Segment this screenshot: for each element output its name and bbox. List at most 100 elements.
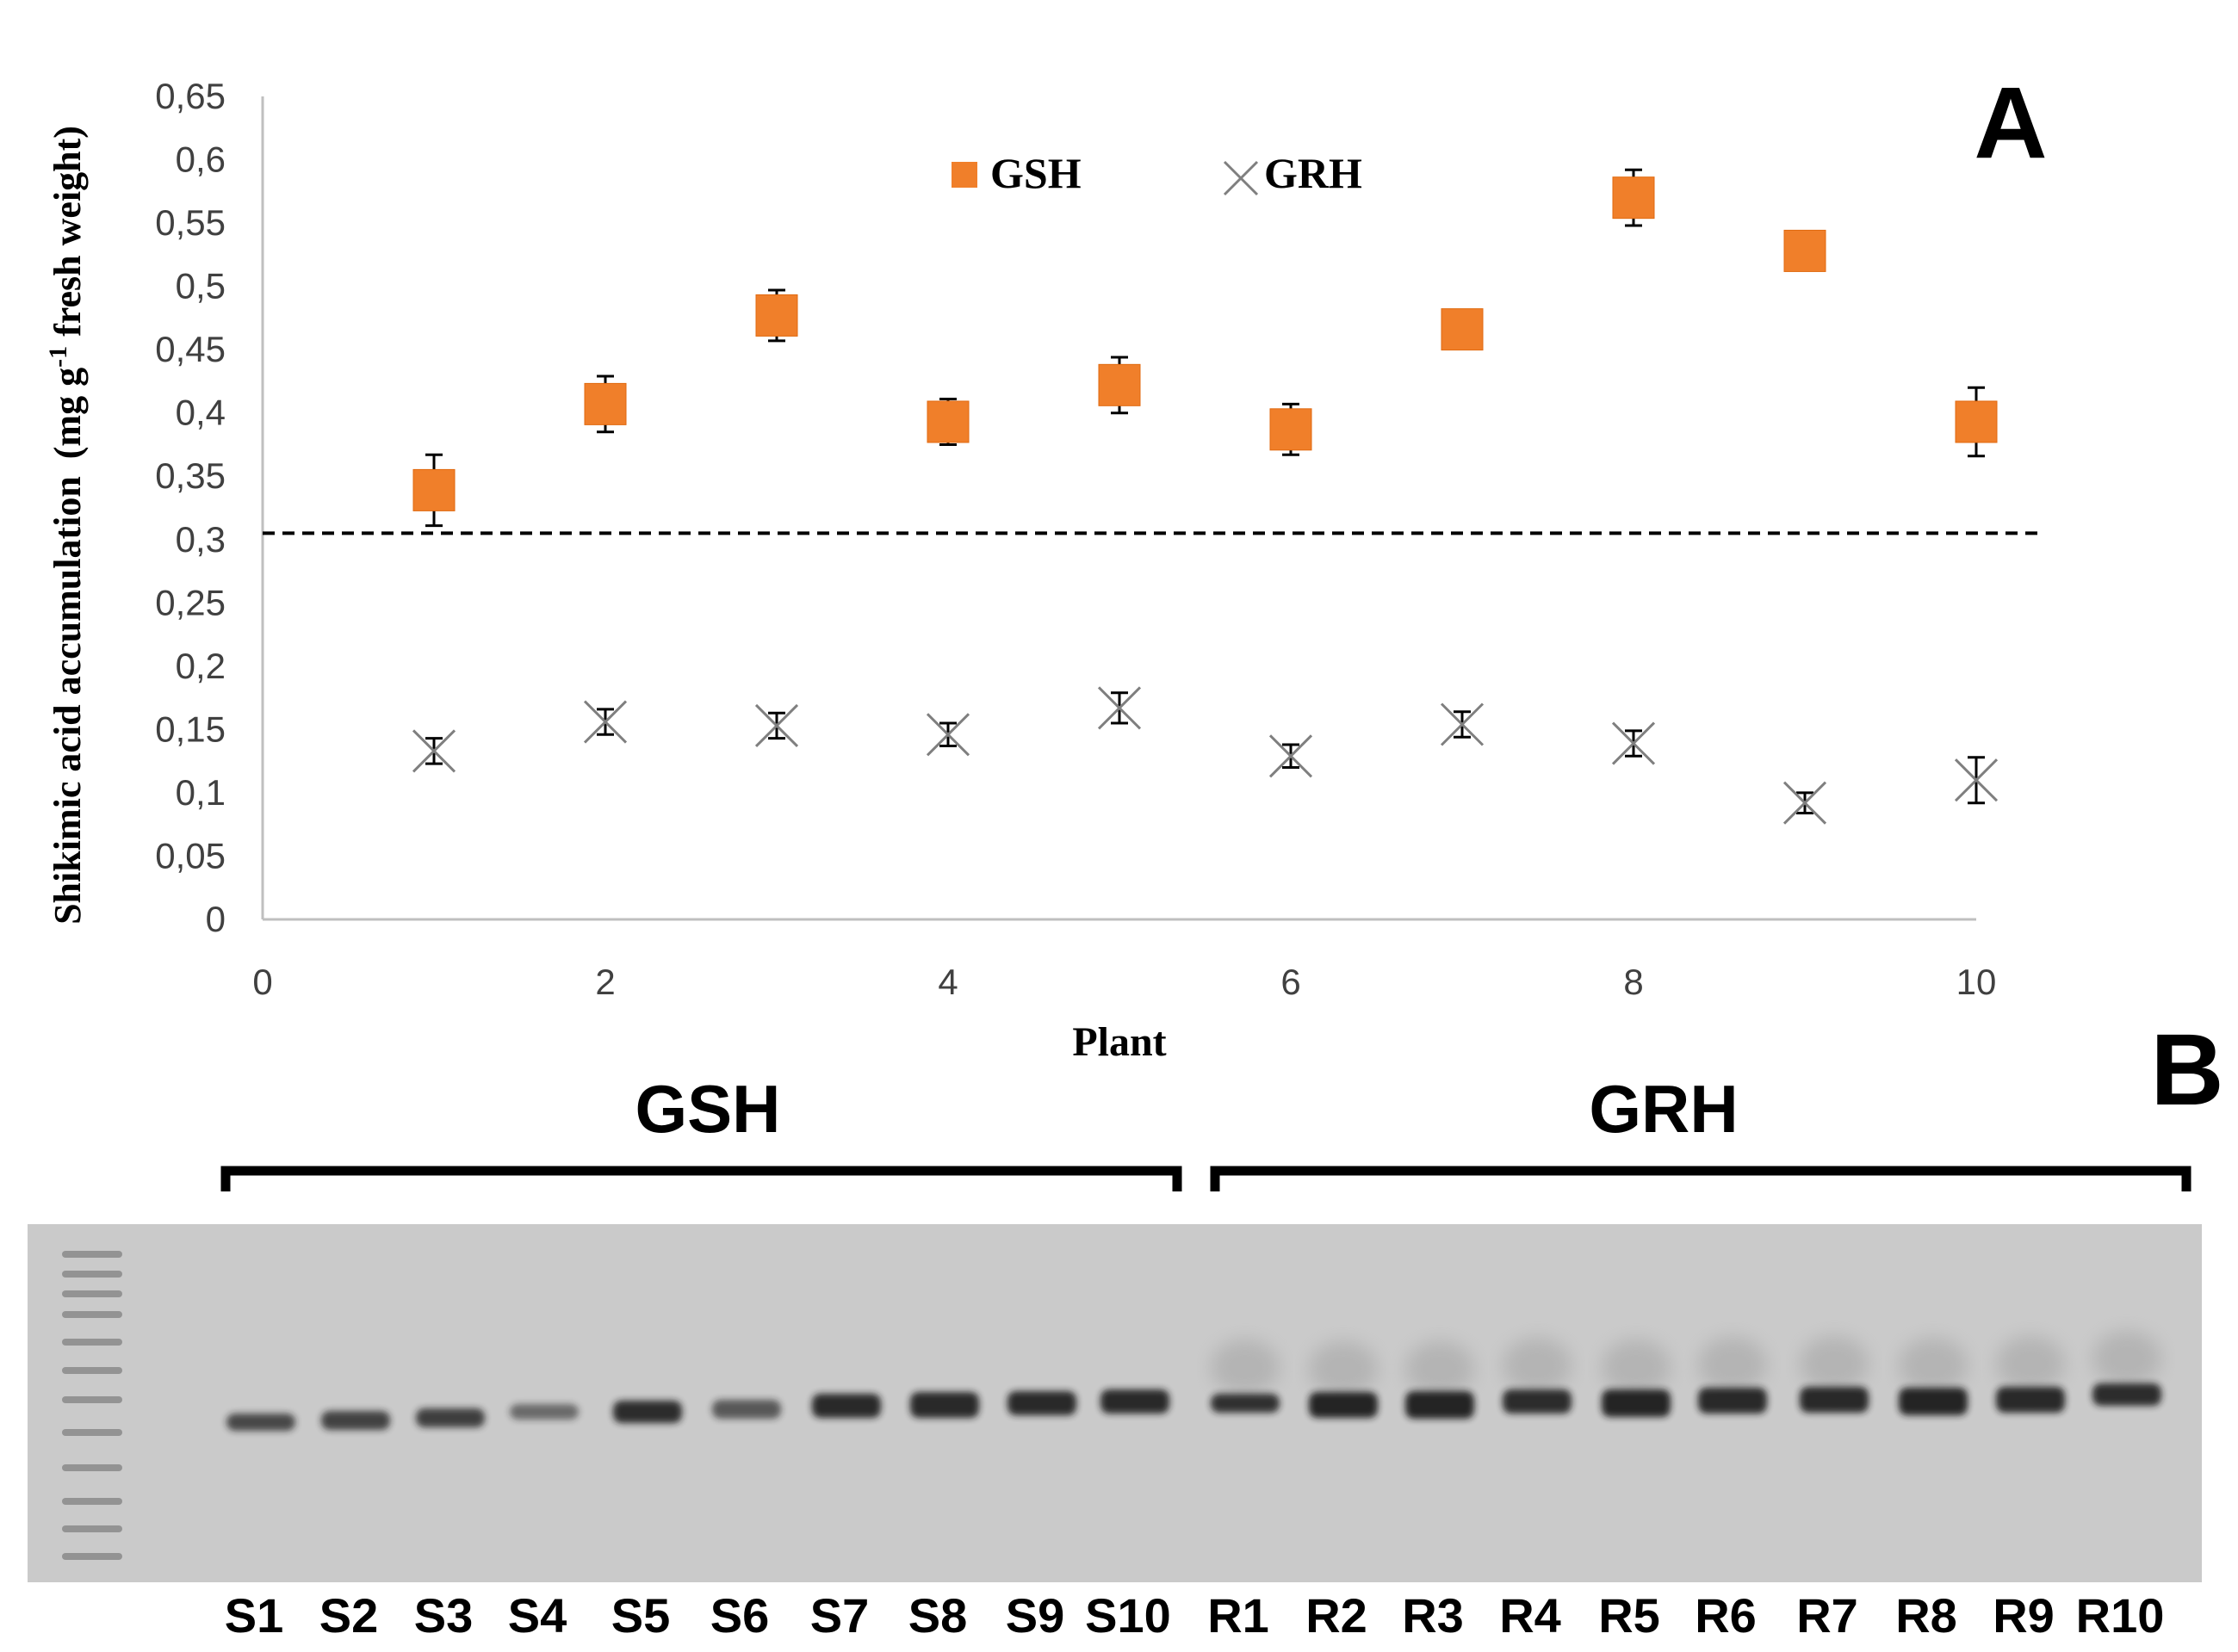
grh-point [1611,721,1656,765]
y-axis-title-units: (mg g [46,368,89,459]
ladder-band [62,1464,122,1471]
gel-lane [226,1414,295,1431]
gel-band [1996,1387,2065,1413]
gel-lane [613,1401,682,1423]
y-axis-title: Shikimic acid accumulation (mg g-1 fresh … [44,126,89,925]
gsh-marker [1783,229,1826,272]
grh-point [1268,734,1313,778]
grh-marker-stroke [583,700,628,744]
grh-marker-stroke [1097,686,1142,730]
gel-smear [1602,1340,1671,1395]
ladder-band [62,1339,122,1346]
gel-lane [1503,1338,1572,1414]
y-tick-label: 0 [206,899,226,939]
lane-label: R3 [1402,1588,1464,1643]
ladder-band [62,1311,122,1318]
gel-lane [910,1392,979,1418]
gel-lane [510,1404,579,1420]
gel-band [613,1401,682,1423]
gsh-point [1441,308,1484,351]
ladder-band [62,1271,122,1278]
grh-point [1097,686,1142,730]
gel-lane [2092,1331,2161,1406]
x-tick-label: 4 [938,962,958,1002]
gsh-point [412,453,456,528]
ladder-band [62,1396,122,1403]
y-axis-title-exp: -1 [44,346,72,368]
y-tick-label: 0,1 [176,772,226,813]
grh-marker-stroke [1954,758,1999,802]
lane-label: R8 [1895,1588,1957,1643]
gel-lane [416,1408,485,1427]
gel-lane [1899,1338,1968,1415]
gsh-marker [927,400,970,443]
lane-label: S1 [225,1588,284,1643]
gsh-point [1783,229,1826,272]
grh-marker-stroke [1268,734,1313,778]
gsh-marker [1955,400,1998,443]
gel-band [910,1392,979,1418]
panel-b-letter: B [2150,1013,2223,1127]
ladder-band [62,1290,122,1297]
gsh-point [1098,356,1141,415]
x-tick-label: 0 [252,962,272,1002]
gel-lane [321,1411,390,1430]
gel-band [1405,1391,1474,1419]
grh-marker-stroke [754,703,799,748]
legend-marker-grh [1223,160,1259,196]
gel-band [226,1414,295,1431]
gsh-marker [755,294,798,337]
grh-series [412,686,1999,825]
y-tick-label: 0,25 [155,582,226,622]
gel-smear [1899,1338,1968,1393]
gel-band [1309,1392,1378,1418]
gsh-marker [1441,308,1484,351]
y-tick-label: 0,05 [155,835,226,875]
ladder-band [62,1429,122,1436]
gel-smear [1211,1340,1280,1395]
panel-a-letter: A [1974,66,2047,180]
gel-band [1899,1388,1968,1415]
gel-band [416,1408,485,1427]
y-tick-label: 0,3 [176,519,226,560]
panel-a-chart: A Shikimic acid accumulation (mg g-1 fres… [44,66,2048,1065]
bracket-grh [1210,1166,2192,1191]
legend-label-grh: GRH [1264,149,1362,197]
gel-lane [1007,1391,1076,1415]
gel-band [510,1404,579,1420]
gel-smear [1309,1341,1378,1396]
gel-smear [1996,1336,2065,1391]
gsh-point [584,374,627,434]
grh-point [754,703,799,748]
legend: GSH GRH [952,149,1362,197]
grh-point [412,729,456,773]
lane-label: R1 [1207,1588,1269,1643]
lane-label: R4 [1499,1588,1561,1643]
grh-point [926,713,970,757]
y-tick-label: 0,45 [155,329,226,369]
y-axis-title-main: Shikimic acid accumulation [46,476,89,925]
gel-band [1800,1387,1869,1413]
lane-label: S2 [319,1588,379,1643]
ladder-lane [62,1251,122,1560]
gel-smear [1800,1336,1869,1391]
gsh-marker [412,468,456,511]
gsh-point [755,288,798,343]
lane-label: R6 [1695,1588,1757,1643]
ladder-band [62,1251,122,1258]
lane-label: S10 [1085,1588,1171,1643]
x-tick-labels: 0 2 4 6 8 10 [252,962,1996,1002]
y-tick-label: 0,65 [155,76,226,116]
gel-bands [226,1331,2161,1431]
gel-smear [1698,1337,1767,1392]
gel-smear [1405,1341,1474,1396]
ladder-band [62,1498,122,1505]
x-axis-title: Plant [1072,1019,1166,1065]
lane-label: S7 [810,1588,870,1643]
lane-label: S6 [710,1588,770,1643]
grh-marker-stroke [1611,721,1656,765]
x-tick-label: 2 [595,962,615,1002]
group-label-grh: GRH [1589,1071,1738,1147]
grh-marker-stroke [412,729,456,773]
